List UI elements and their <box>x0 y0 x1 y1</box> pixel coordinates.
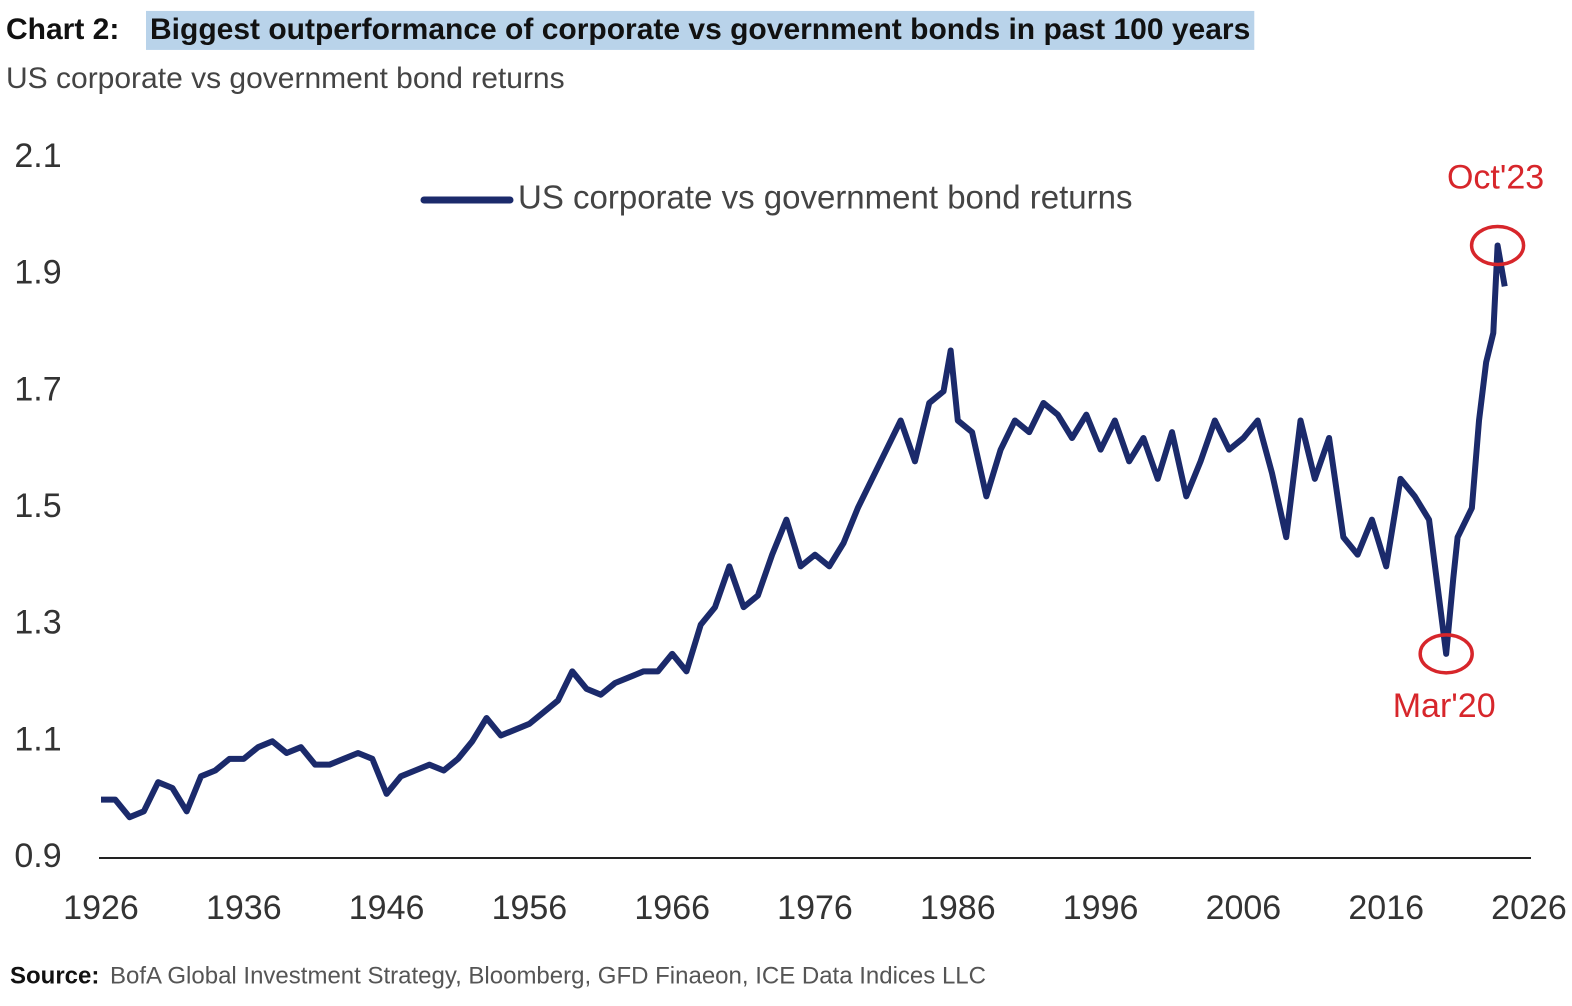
x-tick-label: 1976 <box>777 889 853 927</box>
legend-label: US corporate vs government bond returns <box>518 179 1132 216</box>
annotation-circle <box>1469 224 1526 267</box>
x-tick-label: 1936 <box>206 889 282 927</box>
chart-title: Biggest outperformance of corporate vs g… <box>150 13 1250 46</box>
y-tick-label: 1.3 <box>14 604 61 642</box>
y-tick-label: 0.9 <box>14 837 61 875</box>
annotation-label: Mar'20 <box>1393 687 1496 725</box>
annotation-label: Oct'23 <box>1447 158 1544 196</box>
source-label: Source: <box>10 962 99 989</box>
x-tick-label: 1996 <box>1063 889 1139 927</box>
chart-subtitle: US corporate vs government bond returns <box>6 62 565 95</box>
annotation-circle <box>1418 633 1474 675</box>
x-tick-label: 1956 <box>492 889 568 927</box>
x-tick-label: 1986 <box>920 889 996 927</box>
data-line <box>101 242 1508 821</box>
y-tick-label: 1.7 <box>14 370 61 408</box>
x-tick-label: 2006 <box>1206 889 1282 927</box>
y-tick-label: 1.1 <box>14 720 61 758</box>
x-tick-label: 1966 <box>634 889 710 927</box>
chart-label: Chart 2: <box>6 13 119 46</box>
x-tick-label: 2016 <box>1348 889 1424 927</box>
source-text: BofA Global Investment Strategy, Bloombe… <box>110 962 986 989</box>
title-highlight <box>146 10 1255 50</box>
y-tick-label: 1.5 <box>14 487 61 525</box>
x-tick-label: 1926 <box>63 889 139 927</box>
y-tick-label: 1.9 <box>14 254 61 292</box>
x-tick-label: 1946 <box>349 889 425 927</box>
x-tick-label: 2026 <box>1491 889 1567 927</box>
y-tick-label: 2.1 <box>14 137 61 175</box>
